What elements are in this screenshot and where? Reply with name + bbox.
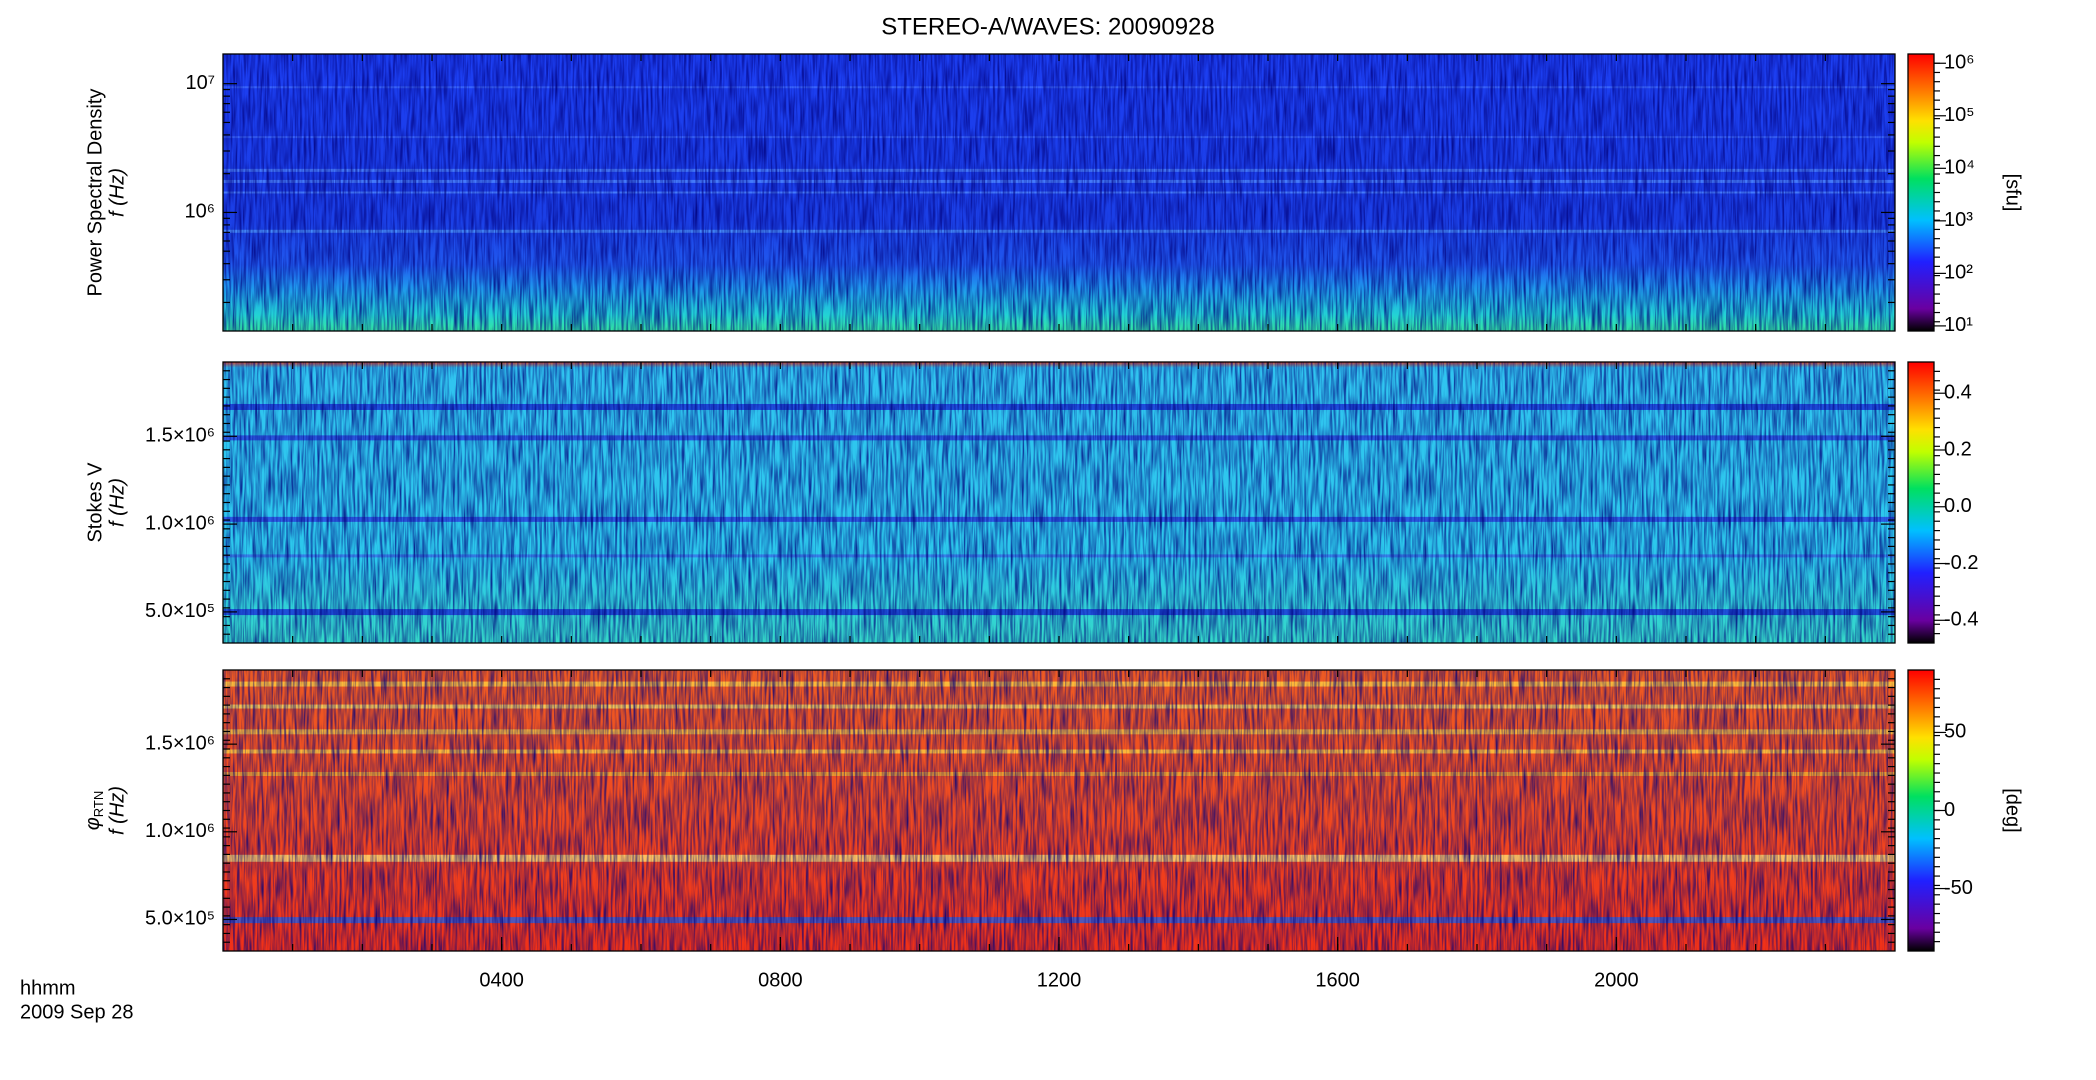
- y-tick-label: 1.0×10⁶: [145, 820, 215, 842]
- y-axis-label: Power Spectral Density: [84, 89, 106, 297]
- y-tick-label: 10⁷: [186, 72, 215, 94]
- spectrogram-noise: [223, 670, 1895, 951]
- y-axis-label: f (Hz): [106, 786, 128, 835]
- colorbar-tick-label: -0.4: [1944, 609, 1978, 631]
- colorbar: [1908, 54, 1934, 331]
- colorbar-tick-label: -50: [1944, 877, 1973, 899]
- colorbar-label: [sfu]: [2002, 174, 2024, 212]
- colorbar-tick-label: 10²: [1944, 262, 1973, 284]
- colorbar-label: [deg]: [2002, 788, 2024, 832]
- colorbar-tick-label: 10⁶: [1944, 52, 1974, 74]
- colorbar-tick-label: 10³: [1944, 209, 1973, 231]
- x-axis-label: hhmm: [20, 977, 76, 999]
- y-tick-label: 1.5×10⁶: [145, 732, 215, 754]
- y-axis-label: f (Hz): [106, 478, 128, 527]
- colorbar-tick-label: 10⁵: [1944, 104, 1975, 126]
- x-axis-sublabel: 2009 Sep 28: [20, 1001, 133, 1023]
- y-tick-label: 10⁶: [185, 201, 215, 223]
- spectrogram-noise: [223, 54, 1895, 331]
- y-axis-symbol: φRTN: [82, 791, 106, 831]
- y-axis-symbol-sub: RTN: [91, 791, 106, 817]
- y-tick-label: 1.0×10⁶: [145, 512, 215, 534]
- colorbar-tick-label: 50: [1944, 721, 1966, 743]
- y-tick-label: 5.0×10⁵: [145, 908, 215, 930]
- colorbar-tick-label: 10⁴: [1944, 157, 1975, 179]
- x-tick-label: 2000: [1594, 969, 1639, 991]
- x-tick-label: 0400: [479, 969, 524, 991]
- chart-title: STEREO-A/WAVES: 20090928: [881, 13, 1214, 40]
- colorbar-tick-label: 0.2: [1944, 438, 1972, 460]
- colorbar-tick-label: 0: [1944, 799, 1955, 821]
- colorbar: [1908, 670, 1934, 951]
- x-tick-label: 1200: [1037, 969, 1082, 991]
- colorbar-tick-label: 10¹: [1944, 314, 1973, 336]
- colorbar: [1908, 362, 1934, 643]
- colorbar-tick-label: 0.4: [1944, 382, 1972, 404]
- y-tick-label: 1.5×10⁶: [145, 425, 215, 447]
- y-axis-label: f (Hz): [106, 168, 128, 217]
- x-tick-label: 1600: [1315, 969, 1360, 991]
- x-tick-label: 0800: [758, 969, 803, 991]
- y-tick-label: 5.0×10⁵: [145, 600, 215, 622]
- y-axis-symbol-main: φ: [82, 817, 104, 830]
- spectrogram-noise: [223, 362, 1895, 643]
- colorbar-tick-label: 0.0: [1944, 495, 1972, 517]
- colorbar-tick-label: -0.2: [1944, 552, 1978, 574]
- y-axis-label: Stokes V: [84, 462, 106, 543]
